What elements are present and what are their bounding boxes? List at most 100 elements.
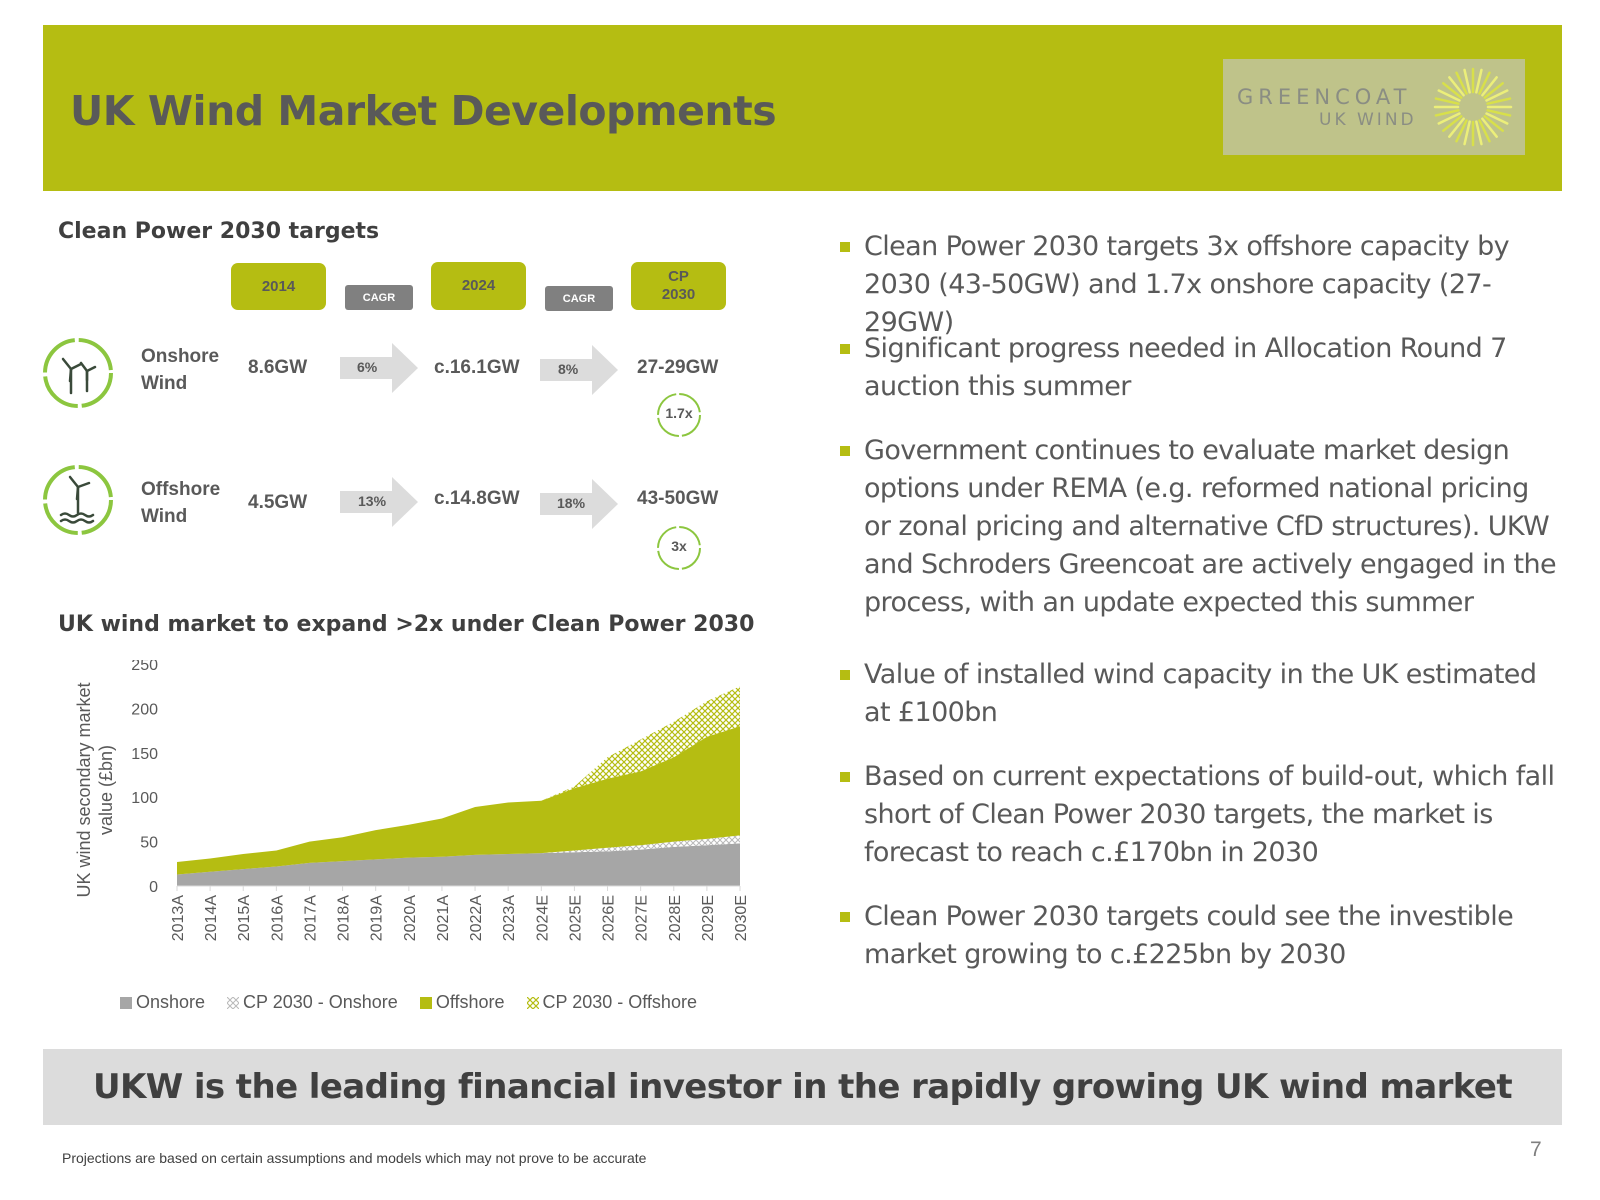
sun-ray — [1463, 120, 1471, 146]
x-tick-label: 2022A — [468, 895, 485, 942]
sun-ray — [1455, 71, 1468, 95]
onshore-multiple-value: 1.7x — [665, 405, 693, 421]
sun-ray — [1463, 68, 1471, 94]
offshore-2024-value: c.14.8GW — [434, 488, 520, 509]
sun-ray — [1478, 119, 1491, 143]
bullet-text: Value of installed wind capacity in the … — [864, 659, 1537, 728]
legend-label-onshore: Onshore — [136, 992, 206, 1012]
offshore-turbine-icon — [43, 465, 113, 535]
legend-swatch-offshore — [419, 996, 432, 1009]
area-offshore — [177, 726, 740, 875]
sun-ray — [1478, 71, 1491, 95]
offshore-2014-value: 4.5GW — [248, 492, 308, 513]
sun-ray — [1434, 97, 1460, 105]
chart-title: UK wind market to expand >2x under Clean… — [58, 612, 755, 637]
bullet-square-icon — [840, 242, 850, 252]
sun-ray — [1485, 112, 1509, 125]
area-cp-2030-offshore — [177, 686, 740, 862]
legend-swatch-onshore — [120, 996, 132, 1009]
x-tick-label: 2023A — [501, 895, 518, 942]
onshore-multiple-badge — [657, 393, 701, 437]
offshore-cagr1-arrow — [340, 477, 418, 527]
x-tick-label: 2028E — [667, 895, 684, 941]
logo-text-greencoat: GREENCOAT — [1237, 85, 1412, 109]
bullet-text: Clean Power 2030 targets 3x offshore cap… — [864, 231, 1510, 338]
offshore-cagr2-arrow — [540, 479, 618, 529]
offshore-multiple-badge — [657, 526, 701, 570]
sunburst-logo-icon — [1433, 67, 1513, 147]
bullet-item: Clean Power 2030 targets 3x offshore cap… — [838, 228, 1558, 342]
market-value-area-chart: 0 50 100 150 200 250 2013A 2014A 2015A 2016A 2017A… — [74, 660, 750, 942]
x-tick-label: 2014A — [203, 895, 220, 942]
y-tick-label: 250 — [131, 660, 158, 674]
legend-swatch-cp-offshore — [526, 996, 539, 1009]
page-number: 7 — [1530, 1138, 1542, 1161]
bullet-text: Based on current expectations of build-o… — [864, 761, 1555, 868]
bullet-text: Clean Power 2030 targets could see the i… — [864, 901, 1514, 970]
bullet-square-icon — [840, 344, 850, 354]
sun-ray — [1481, 117, 1498, 138]
legend-label-offshore: Offshore — [435, 992, 505, 1012]
greencoat-logo: GREENCOAT UK WIND — [1223, 59, 1525, 155]
sun-ray — [1442, 115, 1463, 132]
x-tick-label: 2030E — [733, 895, 750, 941]
x-tick-label: 2029E — [700, 895, 717, 941]
legend-item-cp-onshore: CP 2030 - Onshore — [227, 992, 398, 1013]
sun-ray — [1437, 89, 1461, 102]
sun-ray — [1483, 115, 1504, 132]
legend-item-cp-offshore: CP 2030 - Offshore — [526, 992, 697, 1013]
y-tick-label: 50 — [140, 835, 158, 852]
sun-ray — [1486, 109, 1512, 117]
onshore-cagr1-arrow — [340, 343, 418, 393]
sun-ray — [1434, 109, 1460, 117]
logo-text-uk-wind: UK WIND — [1319, 110, 1417, 130]
targets-title: Clean Power 2030 targets — [58, 219, 380, 244]
legend-label-cp-offshore: CP 2030 - Offshore — [542, 992, 697, 1012]
sun-ray — [1437, 112, 1461, 125]
x-tick-label: 2019A — [369, 895, 386, 942]
y-tick-label: 200 — [131, 701, 158, 718]
legend-swatch-cp-onshore — [227, 996, 240, 1009]
sun-ray — [1485, 89, 1509, 102]
col-header-2024: 2024 — [431, 262, 526, 310]
header-bar: UK Wind Market Developments GREENCOAT UK… — [43, 25, 1562, 191]
legend-item-offshore: Offshore — [419, 992, 505, 1013]
x-tick-label: 2017A — [302, 895, 319, 942]
legend-item-onshore: Onshore — [120, 992, 205, 1013]
y-tick-label: 150 — [131, 746, 158, 763]
bullet-text: Government continues to evaluate market … — [864, 435, 1557, 618]
bullet-square-icon — [840, 912, 850, 922]
y-tick-label: 100 — [131, 790, 158, 807]
onshore-cagr1-value: 6% — [357, 359, 378, 375]
onshore-2030-value: 27-29GW — [637, 357, 719, 378]
page-title: UK Wind Market Developments — [70, 87, 777, 135]
x-tick-label: 2020A — [402, 895, 419, 942]
bullet-square-icon — [840, 670, 850, 680]
offshore-multiple-value: 3x — [671, 538, 687, 554]
x-tick-label: 2025E — [567, 895, 584, 941]
onshore-cagr2-arrow — [540, 345, 618, 395]
sun-ray — [1486, 97, 1512, 105]
sun-ray — [1475, 68, 1483, 94]
conclusion-banner: UKW is the leading financial investor in… — [43, 1049, 1562, 1125]
bullet-item: Based on current expectations of build-o… — [838, 758, 1558, 872]
sun-ray — [1442, 82, 1463, 99]
onshore-2024-value: c.16.1GW — [434, 357, 520, 378]
bullet-item: Value of installed wind capacity in the … — [838, 656, 1558, 732]
sun-ray — [1448, 76, 1465, 97]
x-tick-label: 2021A — [435, 895, 452, 942]
row-label-offshore: Offshore Wind — [141, 479, 221, 527]
x-tick-label: 2016A — [269, 895, 286, 942]
area-onshore — [177, 843, 740, 886]
bullet-item: Government continues to evaluate market … — [838, 432, 1558, 622]
sun-ray — [1448, 117, 1465, 138]
onshore-turbine-icon — [43, 338, 113, 408]
sun-ray — [1455, 119, 1468, 143]
sun-ray — [1475, 120, 1483, 146]
x-tick-label: 2024E — [534, 895, 551, 941]
offshore-cagr2-value: 18% — [557, 495, 586, 511]
bullet-square-icon — [840, 446, 850, 456]
col-header-cp2030: CP 2030 — [631, 262, 726, 310]
onshore-cagr2-value: 8% — [558, 361, 579, 377]
x-tick-label: 2013A — [170, 895, 187, 942]
